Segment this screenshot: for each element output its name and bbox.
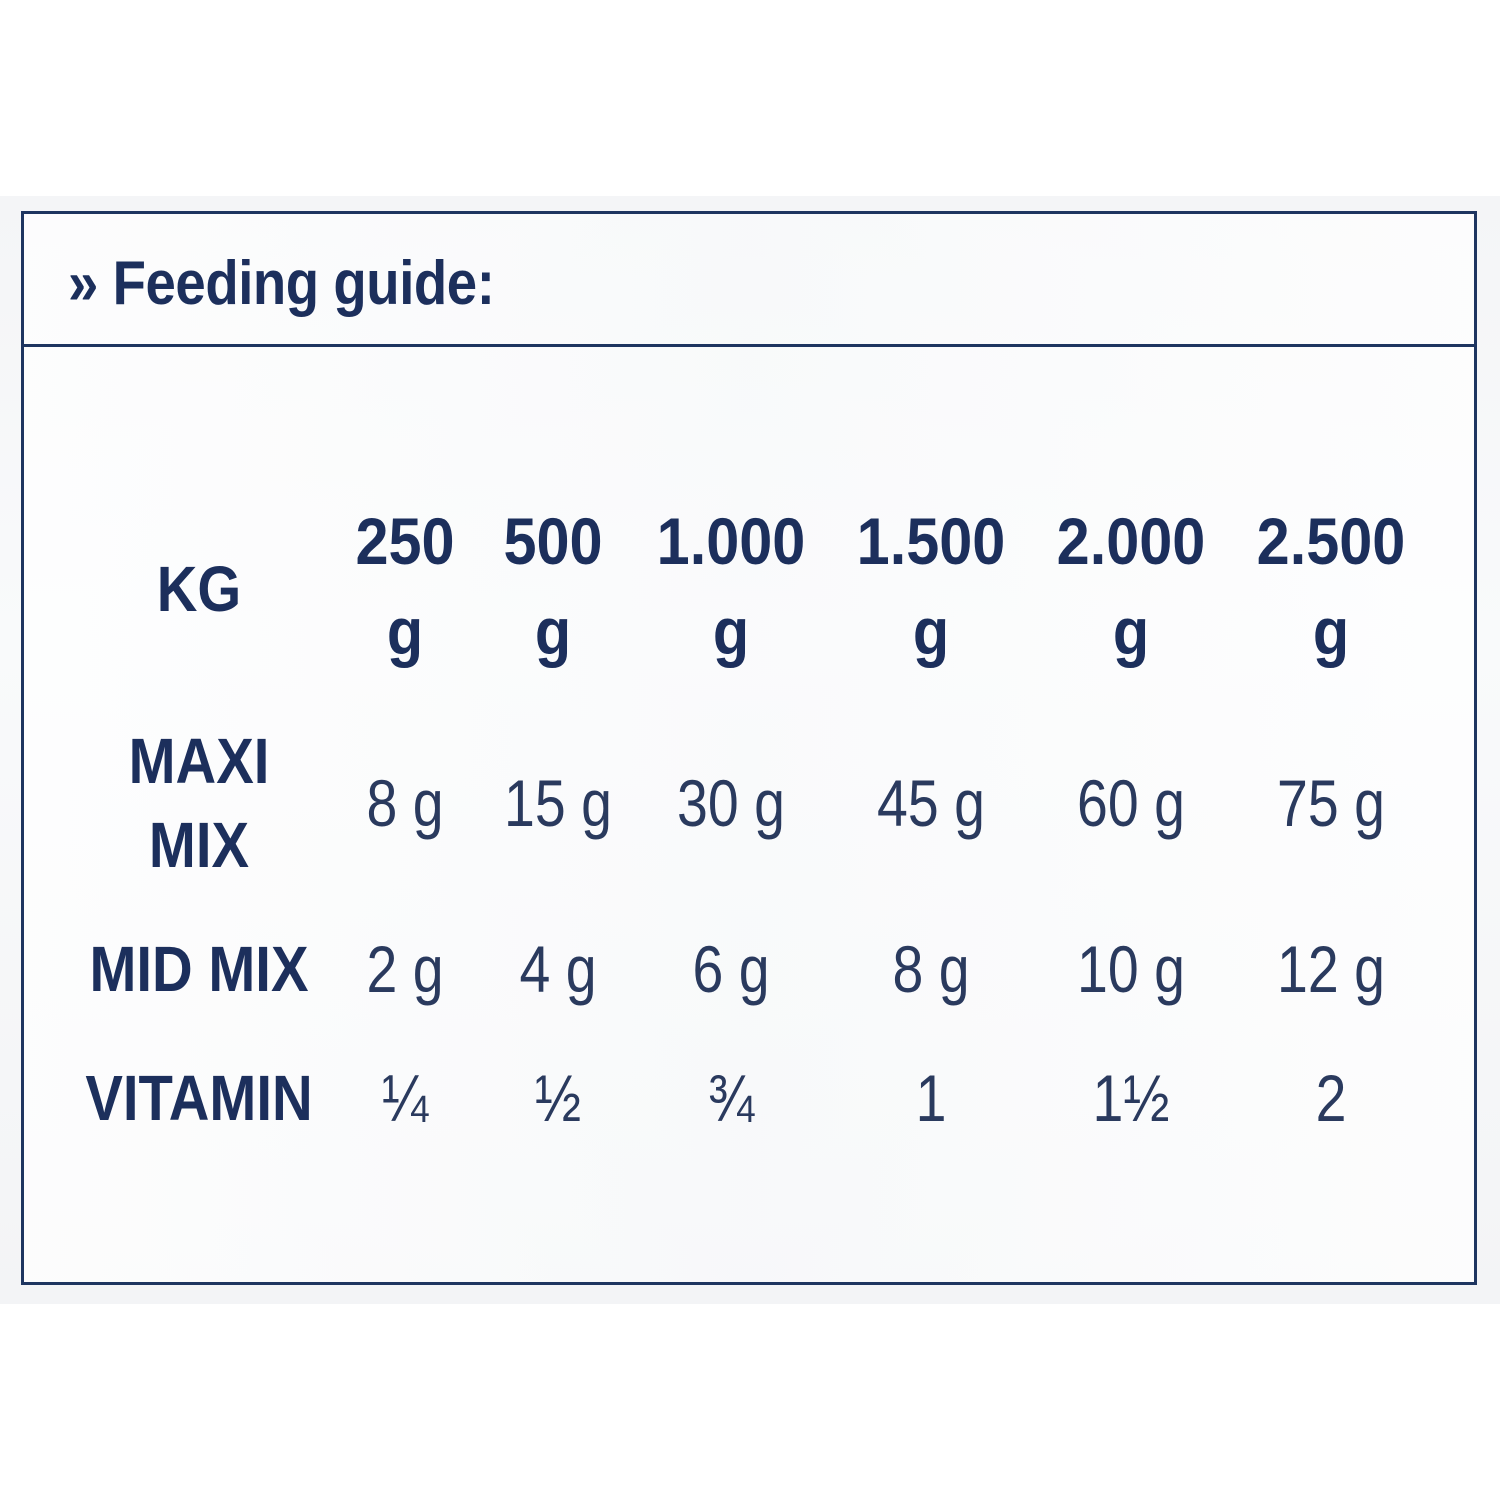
row-label-maxi-mix: MAXI MIX xyxy=(98,719,300,887)
value-cell: 4 g xyxy=(519,932,597,1006)
value-cell: ¾ xyxy=(707,1061,755,1135)
row-label-vitamin: VITAMIN xyxy=(85,1062,313,1134)
value-cell: 2 xyxy=(1315,1061,1347,1135)
value-cell: 60 g xyxy=(1077,766,1185,840)
row-label-text: MAXI MIX xyxy=(128,725,270,881)
value-cell: 8 g xyxy=(892,932,970,1006)
value-cell: 1 xyxy=(915,1061,947,1135)
column-header: 500 g xyxy=(495,496,612,676)
value-cell: 10 g xyxy=(1077,932,1185,1006)
column-header: 2.000 g xyxy=(1046,496,1217,676)
value-cell: 6 g xyxy=(692,932,770,1006)
value-cell: 2 g xyxy=(366,932,444,1006)
column-header-text: 250 g xyxy=(355,504,455,668)
column-header: 1.500 g xyxy=(846,496,1017,676)
value-cell: 8 g xyxy=(366,766,444,840)
column-header-text: 500 g xyxy=(503,504,603,668)
row-label-mid-mix: MID MIX xyxy=(89,933,309,1005)
column-header-text: 1.000 g xyxy=(656,504,806,668)
feeding-guide-panel: » Feeding guide: KG 250 g 500 g 1.000 g … xyxy=(21,211,1477,1285)
column-header: 250 g xyxy=(347,496,464,676)
value-cell: ¼ xyxy=(381,1061,429,1135)
column-header-text: 2.500 g xyxy=(1256,504,1406,668)
feeding-table: KG 250 g 500 g 1.000 g 1.500 g 2.000 g 2… xyxy=(24,214,1474,1282)
column-header-text: 1.500 g xyxy=(856,504,1006,668)
kg-header: KG xyxy=(156,553,242,625)
value-cell: ½ xyxy=(534,1061,582,1135)
value-cell: 75 g xyxy=(1277,766,1385,840)
value-cell: 12 g xyxy=(1277,932,1385,1006)
panel-header: » Feeding guide: xyxy=(24,214,1474,347)
column-header: 1.000 g xyxy=(646,496,817,676)
column-header-text: 2.000 g xyxy=(1056,504,1206,668)
value-cell: 30 g xyxy=(677,766,785,840)
page-title: » Feeding guide: xyxy=(68,249,495,318)
value-cell: 45 g xyxy=(877,766,985,840)
value-cell: 15 g xyxy=(504,766,612,840)
column-header: 2.500 g xyxy=(1246,496,1417,676)
value-cell: 1½ xyxy=(1092,1061,1170,1135)
